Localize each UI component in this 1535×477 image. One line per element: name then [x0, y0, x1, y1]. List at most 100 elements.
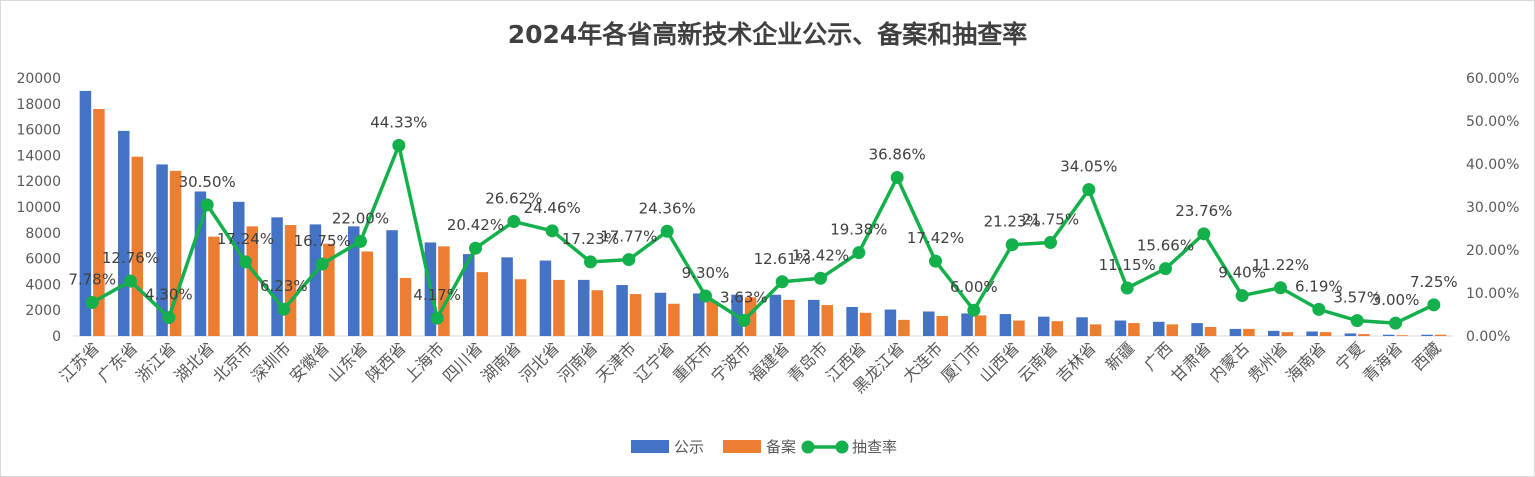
legend-swatch-beian	[723, 440, 761, 453]
bar-gongshi	[1153, 321, 1165, 336]
line-point	[430, 311, 444, 325]
line-point	[1005, 238, 1019, 252]
bar-beian	[1128, 323, 1140, 336]
bar-gongshi	[999, 314, 1012, 336]
bar-gongshi	[693, 293, 705, 336]
y-left-tick-label: 14000	[16, 148, 61, 164]
bar-beian	[821, 305, 833, 336]
rate-data-label: 36.86%	[869, 146, 926, 164]
rate-data-label: 13.42%	[792, 246, 849, 264]
bar-gongshi	[1306, 331, 1318, 336]
bar-beian	[898, 319, 910, 336]
rate-data-label: 17.77%	[600, 228, 657, 246]
line-point	[545, 224, 559, 238]
chart-title: 2024年各省高新技术企业公示、备案和抽查率	[507, 20, 1028, 49]
y-left-tick-label: 18000	[16, 97, 61, 113]
rate-data-label: 17.42%	[907, 229, 964, 247]
line-point	[507, 215, 521, 229]
bar-beian	[936, 316, 948, 336]
rate-data-label: 4.17%	[413, 286, 461, 304]
line-point	[1120, 281, 1134, 295]
line-point	[775, 275, 789, 289]
bar-beian	[323, 243, 335, 336]
bar-gongshi	[348, 226, 360, 336]
x-category-label: 青海省	[1359, 338, 1406, 385]
bar-gongshi	[808, 299, 820, 336]
line-point	[239, 255, 252, 269]
bar-gongshi	[501, 257, 513, 336]
rate-data-label: 6.00%	[950, 278, 998, 296]
line-point	[1274, 281, 1287, 295]
legend-swatch-rate-marker	[835, 440, 849, 454]
rate-data-label: 7.25%	[1410, 273, 1458, 291]
line-point	[124, 274, 137, 288]
bar-gongshi	[1114, 320, 1127, 336]
rate-data-label: 20.42%	[447, 216, 504, 234]
y-left-tick-label: 20000	[16, 71, 61, 87]
legend-label-gongshi: 公示	[674, 438, 704, 456]
line-choucha-rate	[91, 143, 1435, 325]
y-left-tick-label: 10000	[16, 200, 61, 216]
x-category-label: 湖南省	[477, 338, 524, 385]
rate-data-label: 3.00%	[1372, 291, 1420, 309]
rate-data-label: 17.23%	[562, 230, 619, 248]
line-point	[967, 303, 981, 317]
rate-data-label: 44.33%	[370, 113, 427, 131]
legend-label-rate: 抽查率	[852, 438, 897, 456]
bar-gongshi	[1383, 334, 1395, 336]
bar-beian	[1013, 320, 1025, 336]
bar-beian	[553, 279, 565, 336]
rate-data-label: 17.24%	[217, 230, 274, 248]
y-left-tick-label: 4000	[25, 277, 61, 293]
bar-beian	[744, 297, 757, 336]
line-point	[622, 253, 636, 267]
y-left-tick-label: 8000	[25, 226, 61, 242]
bar-beian	[1319, 332, 1332, 336]
y-right-tick-label: 40.00%	[1466, 157, 1519, 173]
rate-data-label: 21.75%	[1022, 210, 1079, 228]
line-point	[852, 246, 866, 260]
bar-beian	[246, 226, 258, 336]
line-point	[1197, 227, 1211, 241]
x-category-label: 贵州省	[1244, 338, 1291, 385]
bar-beian	[591, 290, 603, 336]
rate-data-label: 16.75%	[294, 232, 351, 250]
line-point	[392, 138, 406, 152]
bar-gongshi	[1268, 330, 1280, 336]
rate-data-label: 6.23%	[260, 277, 308, 295]
bar-gongshi	[616, 285, 628, 336]
bar-gongshi	[923, 311, 935, 336]
x-category-label: 四川省	[439, 338, 486, 385]
rate-data-label: 30.50%	[179, 173, 236, 191]
line-point	[1389, 316, 1402, 330]
bar-gongshi	[233, 201, 245, 336]
line-point	[277, 302, 291, 316]
bar-gongshi	[769, 294, 782, 336]
rate-data-label: 11.22%	[1252, 256, 1309, 274]
x-category-label: 山西省	[976, 338, 1023, 385]
x-category-label: 浙江省	[132, 338, 179, 385]
bar-beian	[284, 225, 297, 336]
bar-beian	[859, 312, 872, 336]
rate-data-label: 7.78%	[68, 271, 116, 289]
line-point	[1082, 183, 1096, 197]
rate-data-label: 12.76%	[102, 249, 159, 267]
bar-gongshi	[271, 217, 283, 336]
rate-data-label: 11.15%	[1099, 256, 1156, 274]
x-category-label: 河北省	[516, 338, 563, 385]
x-category-label: 北京市	[209, 338, 256, 385]
x-category-label: 福建省	[746, 338, 793, 385]
bar-beian	[706, 301, 718, 336]
x-category-label: 山东省	[324, 338, 371, 385]
y-right-tick-label: 50.00%	[1466, 114, 1519, 130]
y-right-tick-label: 20.00%	[1466, 243, 1519, 259]
line-point	[200, 198, 214, 212]
bar-beian	[361, 251, 373, 336]
x-category-label: 上海市	[401, 338, 448, 385]
line-point	[1235, 289, 1249, 303]
bar-gongshi	[1344, 333, 1357, 336]
rate-data-label: 3.63%	[720, 288, 768, 306]
legend-swatch-rate-marker	[801, 440, 815, 454]
